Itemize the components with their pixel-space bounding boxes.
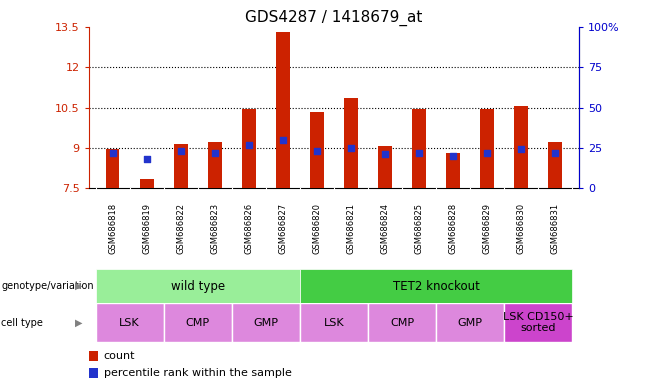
Bar <box>174 144 188 188</box>
Text: LSK CD150+
sorted: LSK CD150+ sorted <box>503 312 574 333</box>
Point <box>176 148 186 154</box>
Text: GMP: GMP <box>253 318 278 328</box>
Bar <box>242 109 256 188</box>
Text: wild type: wild type <box>170 280 225 293</box>
Bar <box>164 303 232 342</box>
Point <box>107 150 118 156</box>
Bar <box>232 303 300 342</box>
Bar <box>89 368 97 379</box>
Bar <box>344 98 358 188</box>
Bar <box>300 269 572 303</box>
Title: GDS4287 / 1418679_at: GDS4287 / 1418679_at <box>245 9 422 25</box>
Text: GSM686829: GSM686829 <box>482 203 492 254</box>
Text: GMP: GMP <box>457 318 482 328</box>
Bar <box>504 303 572 342</box>
Text: GSM686824: GSM686824 <box>380 203 390 254</box>
Point <box>516 146 526 152</box>
Text: GSM686823: GSM686823 <box>211 203 219 254</box>
Bar <box>480 109 494 188</box>
Bar <box>276 32 290 188</box>
Bar <box>548 142 562 188</box>
Text: GSM686822: GSM686822 <box>176 203 186 254</box>
Text: genotype/variation: genotype/variation <box>1 281 94 291</box>
Bar <box>89 351 97 361</box>
Text: TET2 knockout: TET2 knockout <box>393 280 480 293</box>
Text: GSM686825: GSM686825 <box>415 203 424 254</box>
Bar <box>515 106 528 188</box>
Text: GSM686828: GSM686828 <box>449 203 457 254</box>
Point <box>414 150 424 156</box>
Point <box>209 150 220 156</box>
Bar <box>95 269 300 303</box>
Text: ▶: ▶ <box>75 318 82 328</box>
Bar <box>412 109 426 188</box>
Text: GSM686821: GSM686821 <box>347 203 355 254</box>
Text: percentile rank within the sample: percentile rank within the sample <box>103 368 291 378</box>
Text: LSK: LSK <box>324 318 344 328</box>
Bar <box>208 142 222 188</box>
Bar <box>368 303 436 342</box>
Point <box>243 142 254 148</box>
Text: GSM686827: GSM686827 <box>278 203 288 254</box>
Point <box>482 150 492 156</box>
Text: cell type: cell type <box>1 318 43 328</box>
Text: LSK: LSK <box>119 318 140 328</box>
Point <box>141 156 152 162</box>
Point <box>312 148 322 154</box>
Bar <box>106 149 120 188</box>
Bar <box>300 303 368 342</box>
Bar <box>140 179 153 188</box>
Bar <box>446 153 460 188</box>
Bar <box>436 303 504 342</box>
Point <box>550 150 561 156</box>
Text: GSM686819: GSM686819 <box>142 203 151 254</box>
Text: GSM686831: GSM686831 <box>551 203 560 254</box>
Text: count: count <box>103 351 135 361</box>
Text: GSM686830: GSM686830 <box>517 203 526 254</box>
Point <box>278 137 288 143</box>
Text: CMP: CMP <box>390 318 414 328</box>
Point <box>448 153 459 159</box>
Text: CMP: CMP <box>186 318 210 328</box>
Bar <box>378 146 392 188</box>
Point <box>380 151 390 157</box>
Text: GSM686826: GSM686826 <box>244 203 253 254</box>
Text: ▶: ▶ <box>75 281 82 291</box>
Bar <box>95 303 164 342</box>
Text: GSM686818: GSM686818 <box>108 203 117 254</box>
Point <box>345 145 356 151</box>
Text: GSM686820: GSM686820 <box>313 203 321 254</box>
Bar <box>310 112 324 188</box>
